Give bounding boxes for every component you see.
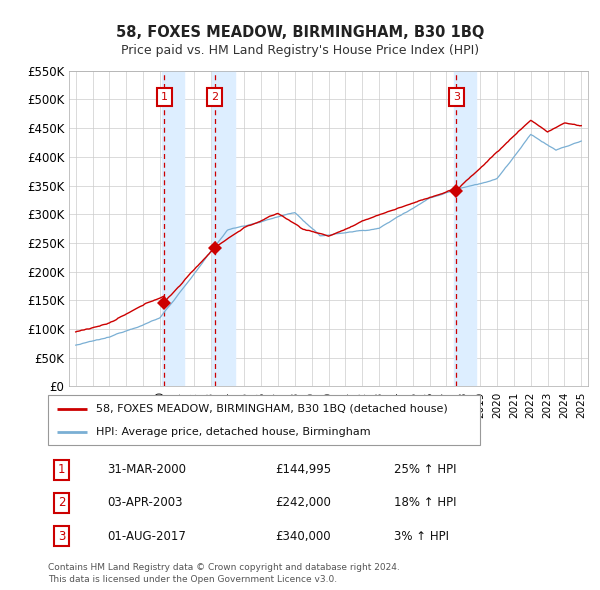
Text: 3% ↑ HPI: 3% ↑ HPI — [394, 529, 449, 543]
Text: Price paid vs. HM Land Registry's House Price Index (HPI): Price paid vs. HM Land Registry's House … — [121, 44, 479, 57]
Text: 3: 3 — [58, 529, 65, 543]
Text: £242,000: £242,000 — [275, 496, 331, 510]
Text: 58, FOXES MEADOW, BIRMINGHAM, B30 1BQ (detached house): 58, FOXES MEADOW, BIRMINGHAM, B30 1BQ (d… — [95, 404, 447, 414]
Text: 2: 2 — [58, 496, 65, 510]
Text: 25% ↑ HPI: 25% ↑ HPI — [394, 463, 456, 477]
Text: £340,000: £340,000 — [275, 529, 331, 543]
Text: 58, FOXES MEADOW, BIRMINGHAM, B30 1BQ: 58, FOXES MEADOW, BIRMINGHAM, B30 1BQ — [116, 25, 484, 40]
Text: 1: 1 — [58, 463, 65, 477]
Text: Contains HM Land Registry data © Crown copyright and database right 2024.: Contains HM Land Registry data © Crown c… — [48, 563, 400, 572]
Text: 3: 3 — [453, 91, 460, 101]
Bar — [454, 71, 476, 386]
Bar — [212, 71, 235, 386]
Bar — [161, 71, 184, 386]
Text: 01-AUG-2017: 01-AUG-2017 — [107, 529, 186, 543]
Text: 18% ↑ HPI: 18% ↑ HPI — [394, 496, 456, 510]
Text: This data is licensed under the Open Government Licence v3.0.: This data is licensed under the Open Gov… — [48, 575, 337, 584]
Text: 1: 1 — [161, 91, 168, 101]
Text: 31-MAR-2000: 31-MAR-2000 — [107, 463, 187, 477]
FancyBboxPatch shape — [48, 395, 480, 445]
Text: HPI: Average price, detached house, Birmingham: HPI: Average price, detached house, Birm… — [95, 427, 370, 437]
Text: 03-APR-2003: 03-APR-2003 — [107, 496, 183, 510]
Text: £144,995: £144,995 — [275, 463, 331, 477]
Text: 2: 2 — [211, 91, 218, 101]
